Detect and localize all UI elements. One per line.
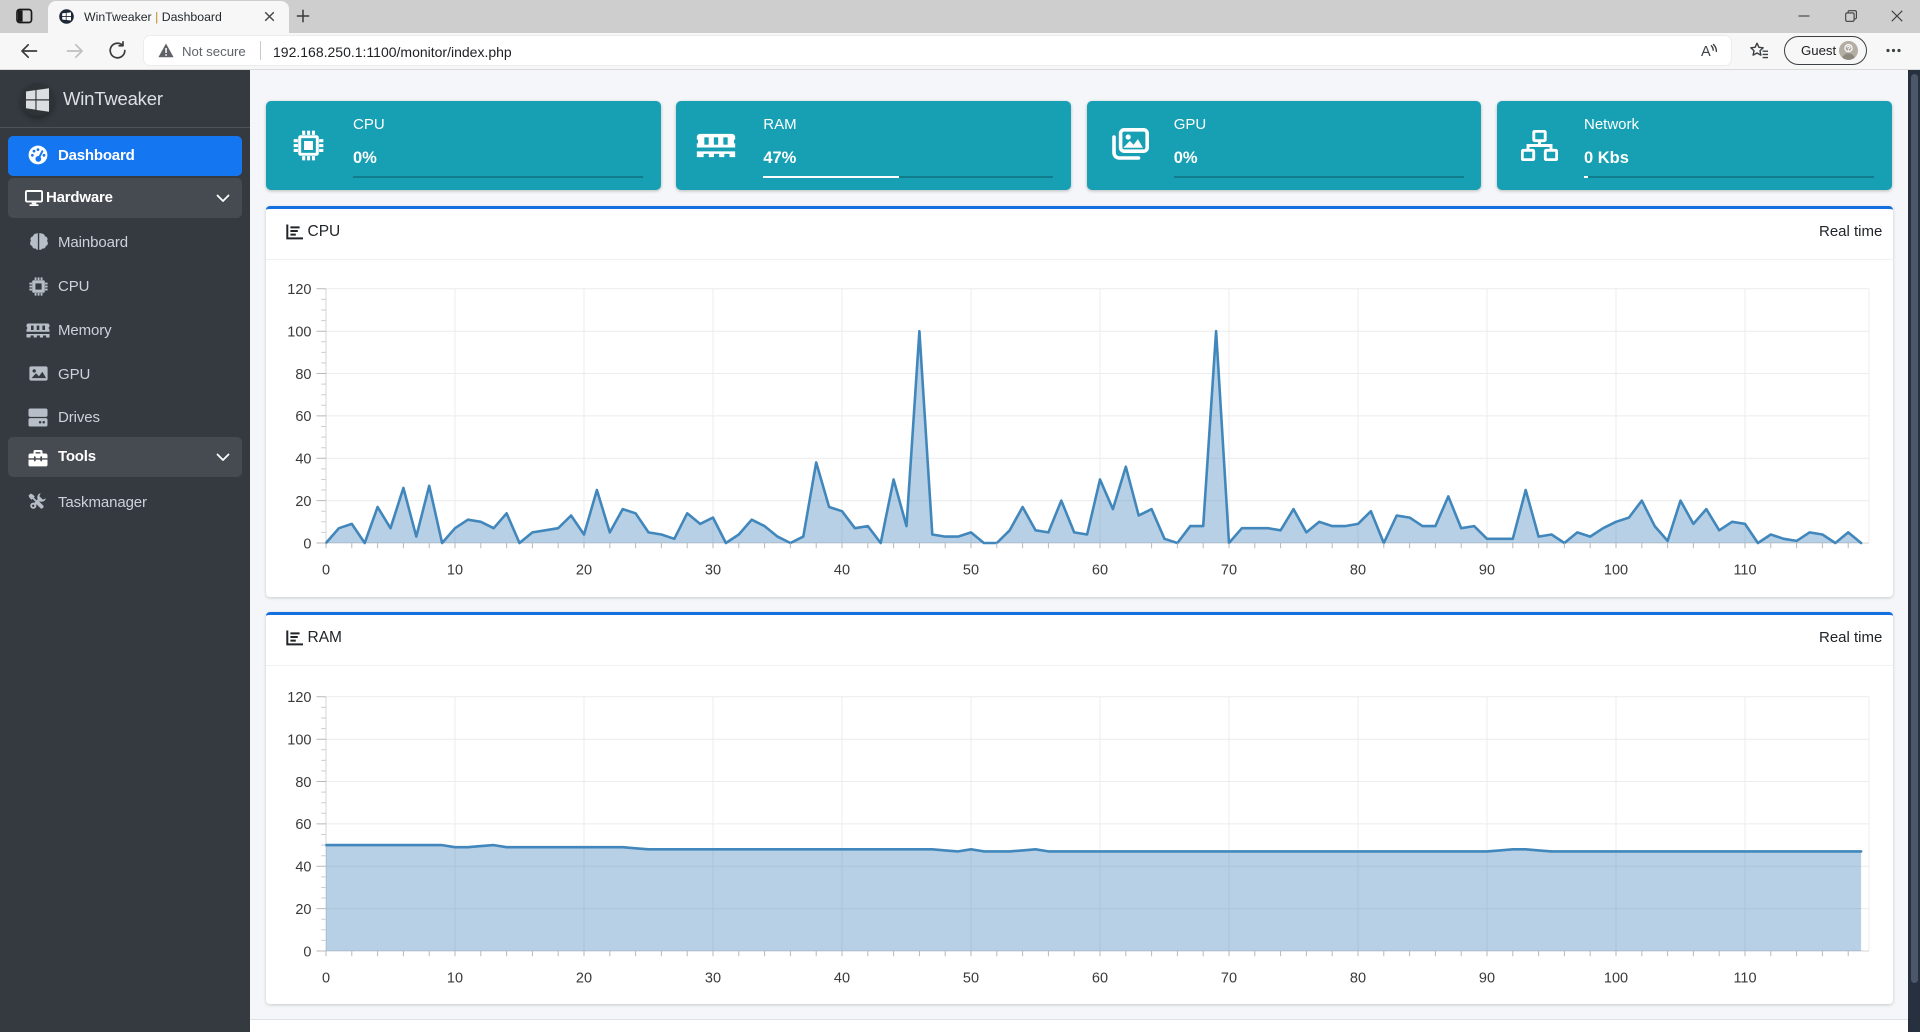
svg-text:40: 40 bbox=[295, 452, 311, 468]
svg-text:20: 20 bbox=[576, 971, 592, 987]
svg-text:10: 10 bbox=[447, 563, 463, 579]
svg-text:100: 100 bbox=[287, 325, 311, 341]
svg-text:0: 0 bbox=[303, 536, 311, 552]
svg-text:40: 40 bbox=[834, 563, 850, 579]
svg-text:0: 0 bbox=[322, 563, 330, 579]
svg-text:20: 20 bbox=[576, 563, 592, 579]
svg-text:20: 20 bbox=[295, 494, 311, 510]
svg-text:30: 30 bbox=[705, 563, 721, 579]
svg-text:60: 60 bbox=[295, 409, 311, 425]
svg-text:0: 0 bbox=[303, 944, 311, 960]
svg-text:120: 120 bbox=[287, 282, 311, 298]
svg-text:40: 40 bbox=[295, 860, 311, 876]
svg-text:100: 100 bbox=[287, 733, 311, 749]
svg-text:80: 80 bbox=[295, 367, 311, 383]
svg-text:110: 110 bbox=[1733, 971, 1756, 987]
svg-text:70: 70 bbox=[1221, 563, 1237, 579]
svg-text:80: 80 bbox=[1350, 971, 1366, 987]
svg-text:80: 80 bbox=[295, 775, 311, 791]
svg-text:?: ? bbox=[1846, 43, 1851, 52]
svg-text:50: 50 bbox=[963, 563, 979, 579]
svg-text:120: 120 bbox=[287, 690, 311, 706]
svg-text:20: 20 bbox=[295, 902, 311, 918]
svg-text:60: 60 bbox=[1092, 563, 1108, 579]
svg-text:80: 80 bbox=[1350, 563, 1366, 579]
svg-text:50: 50 bbox=[963, 971, 979, 987]
svg-text:30: 30 bbox=[705, 971, 721, 987]
svg-text:90: 90 bbox=[1479, 971, 1495, 987]
svg-text:90: 90 bbox=[1479, 563, 1495, 579]
svg-text:100: 100 bbox=[1604, 971, 1628, 987]
svg-text:0: 0 bbox=[322, 971, 330, 987]
svg-text:10: 10 bbox=[447, 971, 463, 987]
svg-text:70: 70 bbox=[1221, 971, 1237, 987]
svg-text:A: A bbox=[1701, 44, 1711, 59]
svg-text:60: 60 bbox=[1092, 971, 1108, 987]
svg-text:40: 40 bbox=[834, 971, 850, 987]
svg-text:110: 110 bbox=[1733, 563, 1756, 579]
svg-text:60: 60 bbox=[295, 817, 311, 833]
svg-text:100: 100 bbox=[1604, 563, 1628, 579]
